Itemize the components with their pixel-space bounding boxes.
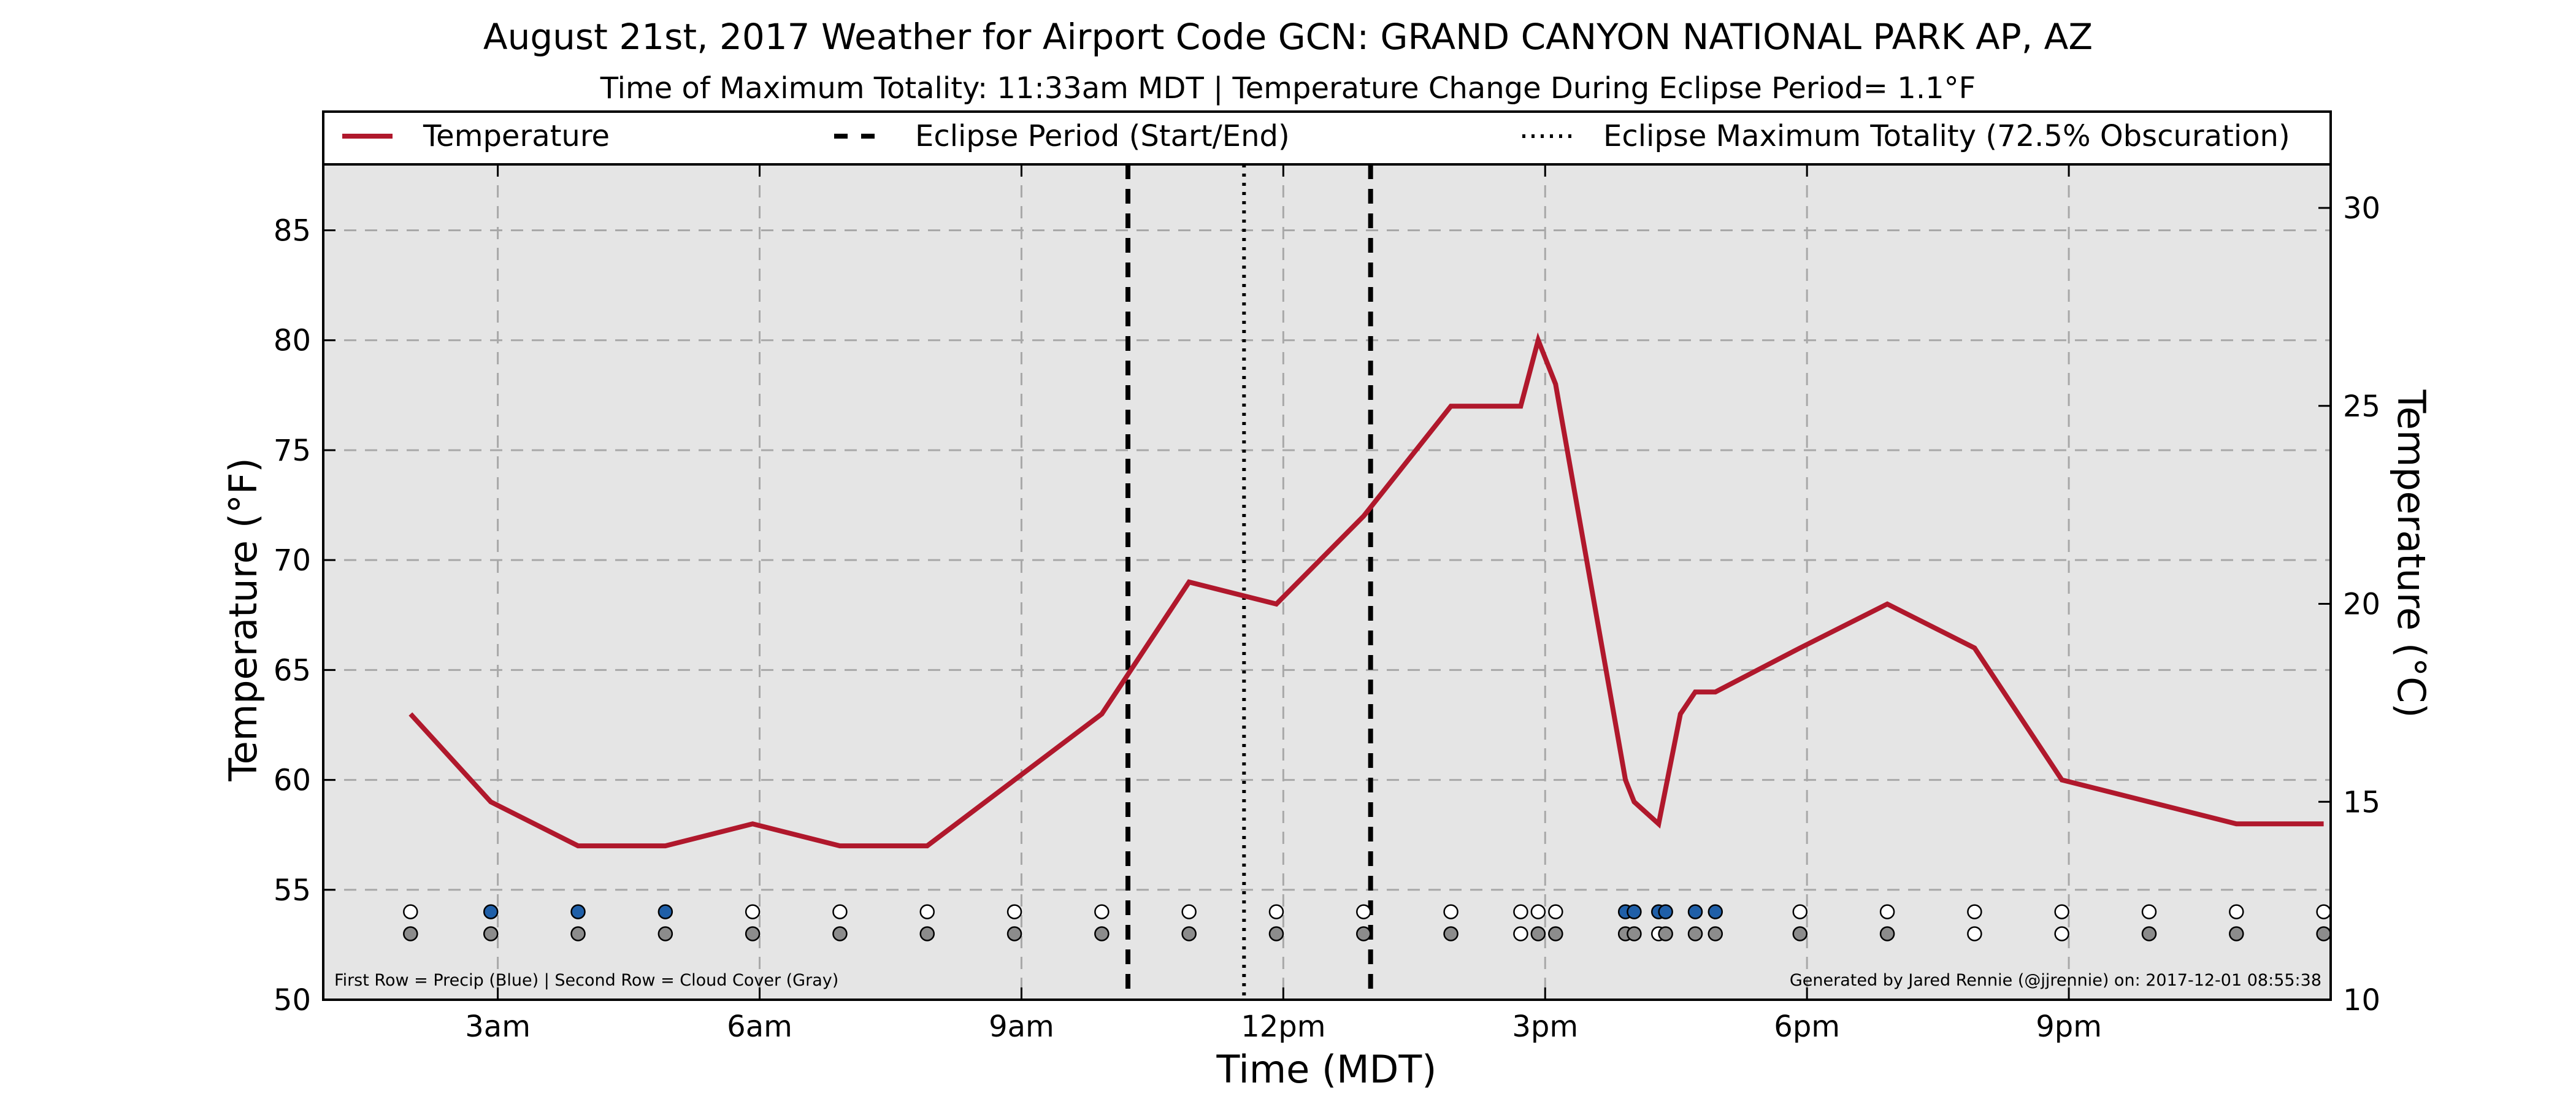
y-tick-label: 55 <box>274 873 311 908</box>
y-tick-label: 75 <box>274 434 311 468</box>
precip-dot <box>483 904 499 919</box>
x-tick-label: 9pm <box>2036 1010 2102 1044</box>
y-right-tick-label: 30 <box>2343 191 2380 226</box>
cloud-cover-dot <box>1181 926 1197 941</box>
legend: Temperature Eclipse Period (Start/End) E… <box>322 110 2332 166</box>
eclipse-lines <box>1125 164 1373 1000</box>
legend-box <box>322 110 2332 166</box>
x-tick-label: 6am <box>727 1010 792 1044</box>
precip-dot <box>2316 904 2331 919</box>
cloud-cover-dot <box>1443 926 1459 941</box>
precip-dot <box>1513 904 1528 919</box>
cloud-cover-dot <box>1708 926 1723 941</box>
y-tick-label: 65 <box>274 653 311 688</box>
precip-dot <box>403 904 418 919</box>
y-tick-label: 70 <box>274 543 311 578</box>
x-axis-label: Time (MDT) <box>1216 1047 1437 1092</box>
cloud-cover-dot <box>745 926 761 941</box>
cloud-cover-dot <box>657 926 673 941</box>
cloud-cover-dot <box>1268 926 1284 941</box>
precip-dot <box>1687 904 1703 919</box>
cloud-cover-dot <box>403 926 418 941</box>
x-tick-label: 3pm <box>1512 1010 1578 1044</box>
cloud-cover-dot <box>2316 926 2331 941</box>
x-tick-label: 3am <box>465 1010 531 1044</box>
cloud-cover-dot <box>2229 926 2244 941</box>
precip-dot <box>2141 904 2157 919</box>
generated-by-note: Generated by Jared Rennie (@jjrennie) on… <box>1790 971 2321 990</box>
plot-area <box>323 164 2331 1000</box>
cloud-cover-dot <box>1658 926 1673 941</box>
cloud-cover-dot <box>1687 926 1703 941</box>
precip-dot <box>2229 904 2244 919</box>
chart-subtitle: Time of Maximum Totality: 11:33am MDT | … <box>600 71 1976 105</box>
y-right-tick-label: 10 <box>2343 983 2380 1018</box>
cloud-cover-dot <box>1006 926 1022 941</box>
cloud-cover-dot <box>1967 926 1982 941</box>
y-tick-label: 80 <box>274 324 311 358</box>
cloud-cover-dot <box>1548 926 1563 941</box>
x-tick-label: 12pm <box>1241 1010 1325 1044</box>
observation-dots <box>403 904 2331 941</box>
precip-dot <box>1548 904 1563 919</box>
cloud-cover-dot <box>483 926 499 941</box>
precip-dot <box>1658 904 1673 919</box>
y-right-tick-label: 20 <box>2343 588 2380 622</box>
cloud-cover-dot <box>919 926 935 941</box>
cloud-cover-dot <box>2141 926 2157 941</box>
legend-eclipse-max-label: Eclipse Maximum Totality (72.5% Obscurat… <box>1603 119 2290 153</box>
precip-dot <box>1356 904 1371 919</box>
precip-dot <box>1879 904 1895 919</box>
cloud-cover-dot <box>570 926 586 941</box>
precip-dot <box>657 904 673 919</box>
temperature-series-line <box>408 332 2324 849</box>
x-tick-label: 9am <box>989 1010 1054 1044</box>
y-right-tick-label: 25 <box>2343 389 2380 424</box>
precip-dot <box>1094 904 1110 919</box>
cloud-cover-dot <box>1530 926 1546 941</box>
legend-temperature-label: Temperature <box>423 119 610 153</box>
y-axis-label-left: Temperature (°F) <box>221 458 266 781</box>
precip-dot <box>1268 904 1284 919</box>
precip-dot <box>1792 904 1808 919</box>
cloud-cover-dot <box>1513 926 1528 941</box>
legend-eclipse-period-label: Eclipse Period (Start/End) <box>915 119 1290 153</box>
precip-dot <box>570 904 586 919</box>
x-tick-label: 6pm <box>1774 1010 1840 1044</box>
cloud-cover-dot <box>1627 926 1642 941</box>
cloud-cover-dot <box>1792 926 1808 941</box>
precip-dot <box>1967 904 1982 919</box>
cloud-cover-dot <box>1879 926 1895 941</box>
precip-dot <box>832 904 848 919</box>
axis-ticks: 3am 6am 9am 12pm 3pm 6pm 9pm 50 55 60 65 70 75 80 85 10… <box>274 164 2380 1044</box>
y-axis-label-right: Temperature (°C) <box>2389 389 2434 718</box>
precip-dot <box>745 904 761 919</box>
cloud-cover-dot <box>2054 926 2069 941</box>
y-tick-label: 60 <box>274 764 311 798</box>
precip-dot <box>1006 904 1022 919</box>
precip-dot <box>2054 904 2069 919</box>
precip-dot <box>1443 904 1459 919</box>
grid-lines <box>323 164 2331 1000</box>
y-tick-label: 85 <box>274 214 311 248</box>
y-right-tick-label: 15 <box>2343 785 2380 819</box>
precip-dot <box>1708 904 1723 919</box>
cloud-cover-dot <box>832 926 848 941</box>
chart-title: August 21st, 2017 Weather for Airport Co… <box>483 16 2093 58</box>
precip-dot <box>1181 904 1197 919</box>
cloud-cover-dot <box>1356 926 1371 941</box>
legend-rows-note: First Row = Precip (Blue) | Second Row =… <box>334 971 838 990</box>
precip-dot <box>919 904 935 919</box>
precip-dot <box>1530 904 1546 919</box>
precip-dot <box>1627 904 1642 919</box>
cloud-cover-dot <box>1094 926 1110 941</box>
y-tick-label: 50 <box>274 983 311 1018</box>
